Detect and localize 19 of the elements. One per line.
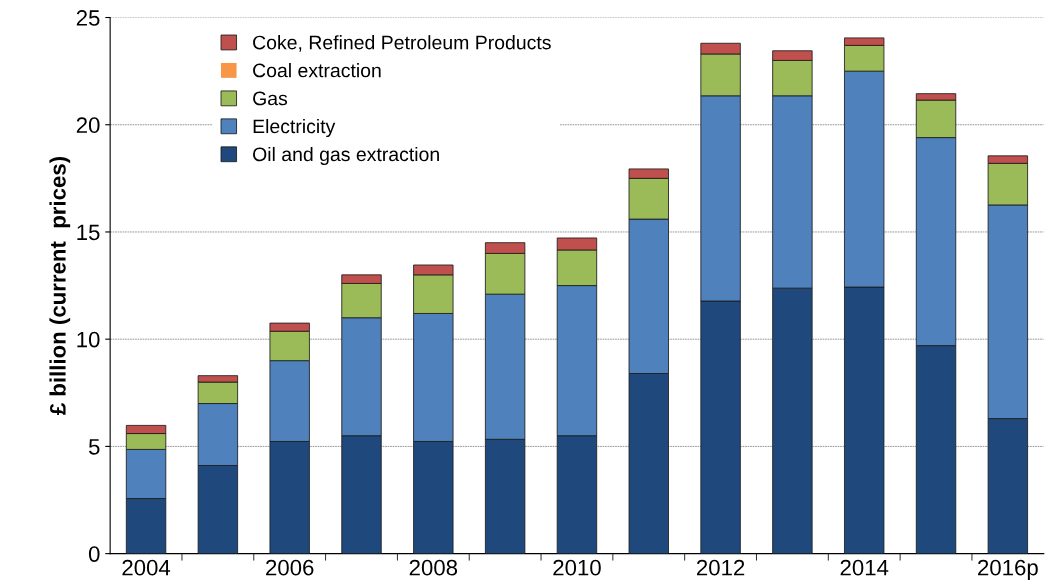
x-tick-label: 2010: [553, 559, 601, 576]
y-tick-label: 0: [88, 546, 100, 562]
y-tick-label: 25: [76, 10, 100, 26]
x-tick-label: 2004: [122, 559, 171, 576]
y-tick-label: 20: [76, 117, 100, 134]
legend-label: Gas: [253, 91, 288, 106]
legend-label: Electricity: [253, 118, 336, 138]
x-tick-label: 2008: [409, 559, 458, 576]
legend-label: Coke, Refined Petroleum Products: [253, 35, 551, 52]
x-tick-label: 2012: [696, 559, 745, 576]
legend-label: Oil and gas extraction: [253, 146, 439, 166]
y-tick-label: 10: [77, 331, 100, 348]
x-tick-label: 2014: [840, 559, 889, 576]
y-tick-label: 15: [77, 224, 100, 241]
x-tick-label: 2016p: [978, 559, 1038, 580]
y-tick-label: 5: [88, 439, 100, 455]
x-tick-label: 2006: [266, 559, 314, 576]
y-axis-title: £ billion (current prices): [49, 157, 71, 415]
legend-label: Coal extraction: [253, 63, 381, 78]
